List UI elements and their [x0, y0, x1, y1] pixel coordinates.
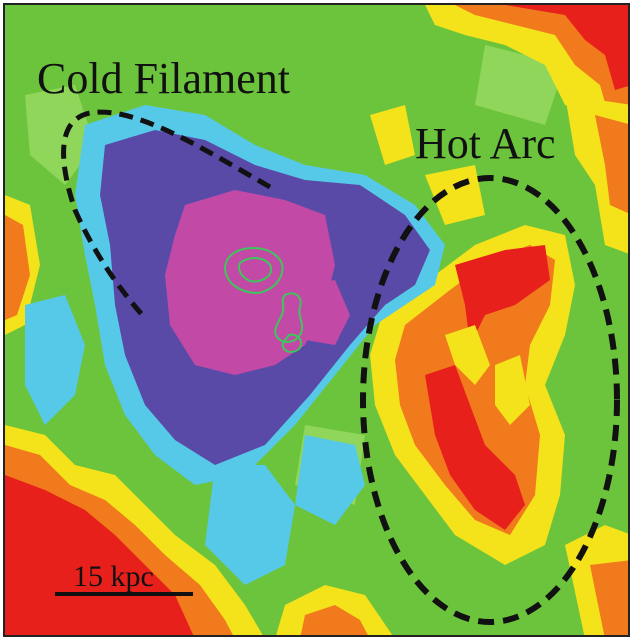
- temperature-map: [5, 5, 628, 635]
- scale-bar-label: 15 kpc: [73, 560, 154, 593]
- hot-arc-label: Hot Arc: [415, 119, 556, 168]
- hot-arc-outline: [360, 175, 620, 625]
- cold-filament-label: Cold Filament: [37, 54, 290, 103]
- temperature-map-frame: Cold Filament Hot Arc 15 kpc: [3, 3, 630, 637]
- cold-filament-outline: [61, 109, 272, 320]
- cold-regions: [25, 105, 445, 585]
- hot-regions: [5, 5, 628, 635]
- contours: [224, 247, 304, 353]
